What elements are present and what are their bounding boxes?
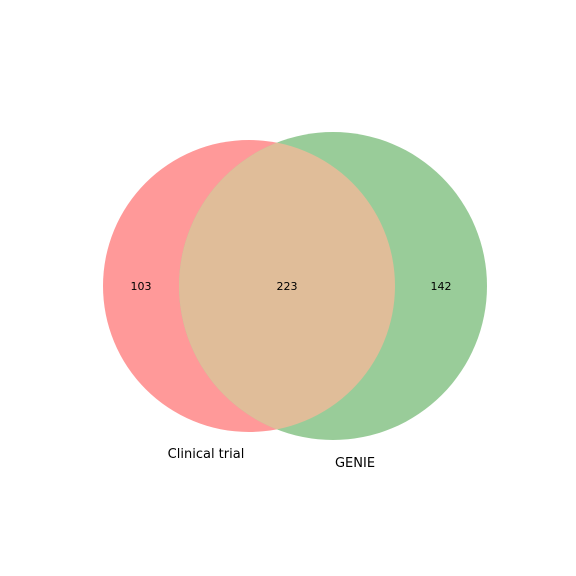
genie-only-count: 142 [431,280,452,293]
intersection-region [179,140,395,432]
clinical-trial-label: Clinical trial [168,447,245,462]
clinical-trial-only-count: 103 [131,280,152,293]
intersection-count: 223 [277,280,298,293]
genie-label: GENIE [335,456,375,471]
